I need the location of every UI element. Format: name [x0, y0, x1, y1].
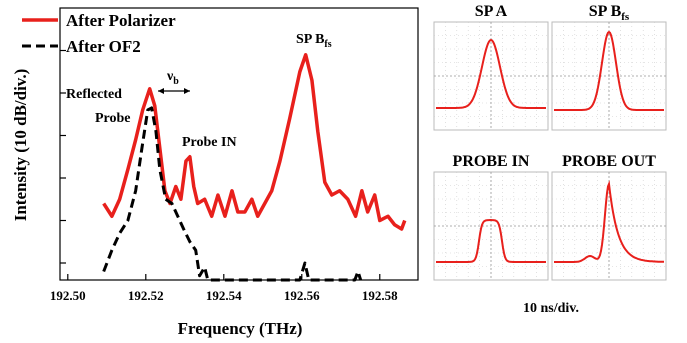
- annotation: SP Bfs: [296, 32, 332, 50]
- scope-title: PROBE OUT: [562, 153, 656, 170]
- x-tick-label: 192.58: [362, 288, 398, 303]
- legend-label: After Polarizer: [66, 11, 176, 30]
- scope-caption: 10 ns/div.: [523, 301, 579, 316]
- scope-title-text: PROBE IN: [453, 153, 530, 170]
- bandwidth-arrow: [158, 88, 190, 94]
- annotation: Reflected: [66, 87, 122, 102]
- scope-title-text: SP B: [589, 3, 622, 20]
- spectrum-chart: Frequency (THz) Intensity (10 dB/div.) R…: [11, 8, 418, 338]
- figure: Frequency (THz) Intensity (10 dB/div.) R…: [0, 0, 687, 343]
- annotation-sub: b: [173, 76, 179, 87]
- annotation: Probe IN: [182, 135, 237, 150]
- annotation-sub: fs: [324, 39, 331, 50]
- annotation: Probe: [95, 111, 131, 126]
- annotation-text: SP B: [296, 32, 324, 47]
- series-line: [104, 55, 405, 229]
- scope-title: PROBE IN: [453, 153, 530, 170]
- annotation: νb: [166, 69, 179, 87]
- y-axis-title: Intensity (10 dB/div.): [11, 69, 30, 222]
- scope-title-text: PROBE OUT: [562, 153, 656, 170]
- x-tick-label: 192.50: [50, 288, 86, 303]
- x-axis-title: Frequency (THz): [178, 319, 303, 338]
- legend-label: After OF2: [66, 37, 141, 56]
- scope-title: SP Bfs: [589, 3, 630, 23]
- x-tick-label: 192.54: [206, 288, 242, 303]
- scope-title-sub: fs: [621, 11, 630, 23]
- scope-panels: 10 ns/div. SP A SP Bfs PROBE IN PROBE OUT: [434, 3, 666, 316]
- x-tick-label: 192.52: [128, 288, 164, 303]
- scope-title-text: SP A: [475, 3, 508, 20]
- scope-title: SP A: [475, 3, 508, 20]
- x-tick-label: 192.56: [284, 288, 320, 303]
